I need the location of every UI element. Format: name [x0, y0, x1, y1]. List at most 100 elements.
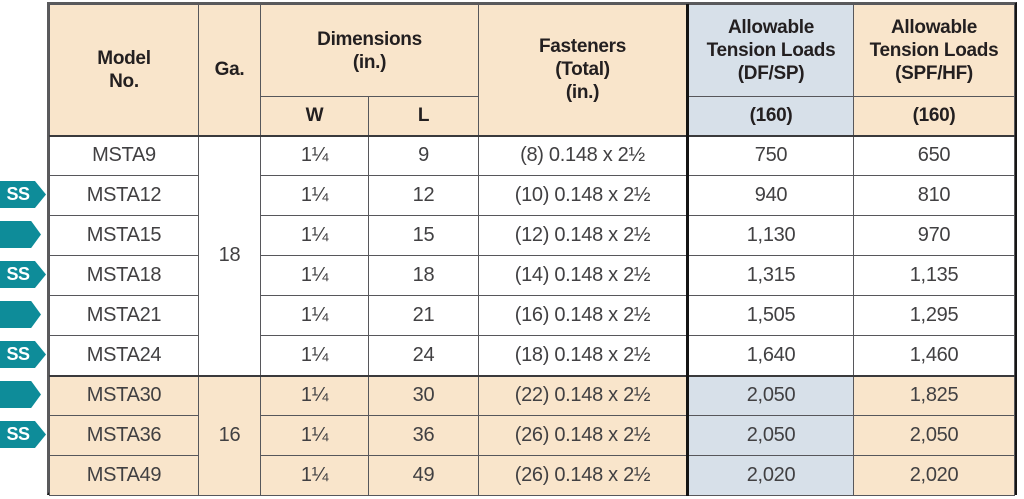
fasteners-cell: (8) 0.148 x 2½ — [478, 135, 689, 176]
length-cell: 12 — [367, 175, 480, 216]
length-cell: 36 — [367, 415, 480, 456]
arrow-badge — [0, 301, 41, 328]
length-cell: 24 — [367, 335, 480, 376]
model-cell: MSTA12 — [49, 175, 199, 216]
width-cell: 1¼ — [260, 374, 369, 416]
table-row: MSTA9 18 1¼ 9 (8) 0.148 x 2½ 750 650 — [49, 135, 1016, 376]
header-line: Allowable — [891, 17, 977, 38]
fasteners-cell: (12) 0.148 x 2½ — [478, 215, 689, 256]
table-row: MSTA24 1¼ 24 (18) 0.148 x 2½ 1,640 1,460 — [49, 335, 1016, 376]
model-cell: MSTA9 — [49, 135, 199, 176]
width-cell: 1¼ — [260, 415, 369, 456]
header-fasteners: Fasteners (Total) (in.) — [478, 4, 689, 137]
model-cell: MSTA21 — [49, 295, 199, 336]
header-length: L — [367, 96, 480, 137]
spfhf-load-cell: 2,050 — [853, 415, 1016, 456]
fasteners-cell: (16) 0.148 x 2½ — [478, 295, 689, 336]
fasteners-cell: (18) 0.148 x 2½ — [478, 335, 689, 376]
width-cell: 1¼ — [260, 255, 369, 296]
width-cell: 1¼ — [260, 175, 369, 216]
table-row: MSTA30 16 1¼ 30 (22) 0.148 x 2½ 2,050 1,… — [49, 374, 1016, 496]
header-model-no: Model No. — [49, 4, 199, 137]
dfsp-load-cell: 750 — [686, 135, 855, 176]
dfsp-load-cell: 2,020 — [686, 455, 855, 496]
header-line: Model — [97, 47, 151, 69]
fasteners-cell: (26) 0.148 x 2½ — [478, 415, 689, 456]
header-line: No. — [109, 70, 139, 92]
dfsp-load-cell: 1,130 — [686, 215, 855, 256]
header-line: Fasteners — [538, 36, 627, 58]
header-tension-dfsp: Allowable Tension Loads (DF/SP) — [686, 4, 855, 97]
spfhf-load-cell: 2,020 — [853, 455, 1016, 496]
dfsp-load-cell: 1,315 — [686, 255, 855, 296]
header-dimensions: Dimensions (in.) — [259, 4, 480, 97]
length-cell: 30 — [367, 374, 480, 416]
spfhf-load-cell: 1,825 — [853, 374, 1016, 416]
model-cell: MSTA15 — [49, 215, 199, 256]
length-cell: 49 — [367, 455, 480, 496]
ss-badge-label: SS — [6, 264, 30, 284]
dfsp-load-cell: 2,050 — [686, 374, 855, 416]
table-row: MSTA12 1¼ 12 (10) 0.148 x 2½ 940 810 — [49, 175, 1016, 216]
header-line: Tension Loads — [869, 40, 999, 61]
header-line: Tension Loads — [706, 40, 836, 61]
gauge-cell: 16 — [198, 374, 261, 496]
spfhf-load-cell: 970 — [853, 215, 1016, 256]
spfhf-load-cell: 1,135 — [853, 255, 1016, 296]
length-cell: 15 — [367, 215, 480, 256]
header-line: Allowable — [728, 17, 814, 38]
header-line: (Total) — [555, 59, 610, 81]
length-cell: 18 — [367, 255, 480, 296]
model-cell: MSTA36 — [49, 415, 199, 456]
header-tension-spfhf: Allowable Tension Loads (SPF/HF) — [853, 4, 1016, 97]
stainless-steel-badge: SS — [0, 341, 46, 368]
ss-badge-label: SS — [6, 424, 30, 444]
stainless-steel-badge: SS — [0, 261, 46, 288]
header-line: Dimensions — [317, 28, 422, 50]
width-cell: 1¼ — [260, 135, 369, 176]
arrow-badge — [0, 221, 41, 248]
load-table: Model No. Ga. Dimensions (in.) Fasteners… — [47, 2, 1017, 496]
model-cell: MSTA30 — [49, 374, 199, 416]
model-cell: MSTA49 — [49, 455, 199, 496]
fasteners-cell: (22) 0.148 x 2½ — [478, 374, 689, 416]
fasteners-cell: (14) 0.148 x 2½ — [478, 255, 689, 296]
table-row: MSTA15 1¼ 15 (12) 0.148 x 2½ 1,130 970 — [49, 215, 1016, 256]
model-cell: MSTA24 — [49, 335, 199, 376]
stainless-steel-badge: SS — [0, 421, 46, 448]
width-cell: 1¼ — [260, 455, 369, 496]
dfsp-load-cell: 2,050 — [686, 415, 855, 456]
fasteners-cell: (10) 0.148 x 2½ — [478, 175, 689, 216]
header-line: (in.) — [352, 51, 387, 73]
model-cell: MSTA18 — [49, 255, 199, 296]
ss-badge-label: SS — [6, 184, 30, 204]
ss-badge-label: SS — [6, 344, 30, 364]
header-line: (DF/SP) — [737, 63, 805, 84]
msta-strap-table: Model No. Ga. Dimensions (in.) Fasteners… — [49, 4, 1016, 496]
spfhf-load-cell: 650 — [853, 135, 1016, 176]
gauge-cell: 18 — [198, 135, 261, 376]
dfsp-load-cell: 1,505 — [686, 295, 855, 336]
spfhf-load-cell: 1,460 — [853, 335, 1016, 376]
width-cell: 1¼ — [260, 215, 369, 256]
fasteners-cell: (26) 0.148 x 2½ — [478, 455, 689, 496]
header-gauge: Ga. — [198, 4, 261, 137]
width-cell: 1¼ — [260, 295, 369, 336]
length-cell: 21 — [367, 295, 480, 336]
header-spfhf-duration: (160) — [853, 96, 1016, 137]
dfsp-load-cell: 940 — [686, 175, 855, 216]
header-line: (SPF/HF) — [895, 63, 973, 84]
header-width: W — [260, 96, 369, 137]
arrow-badge — [0, 381, 41, 408]
stainless-steel-badge: SS — [0, 181, 46, 208]
header-dfsp-duration: (160) — [686, 96, 855, 137]
table-row: MSTA21 1¼ 21 (16) 0.148 x 2½ 1,505 1,295 — [49, 295, 1016, 336]
header-line: (in.) — [565, 82, 600, 104]
spfhf-load-cell: 810 — [853, 175, 1016, 216]
table-row: MSTA49 1¼ 49 (26) 0.148 x 2½ 2,020 2,020 — [49, 455, 1016, 496]
width-cell: 1¼ — [260, 335, 369, 376]
dfsp-load-cell: 1,640 — [686, 335, 855, 376]
table-row: MSTA36 1¼ 36 (26) 0.148 x 2½ 2,050 2,050 — [49, 415, 1016, 456]
table-row: MSTA18 1¼ 18 (14) 0.148 x 2½ 1,315 1,135 — [49, 255, 1016, 296]
